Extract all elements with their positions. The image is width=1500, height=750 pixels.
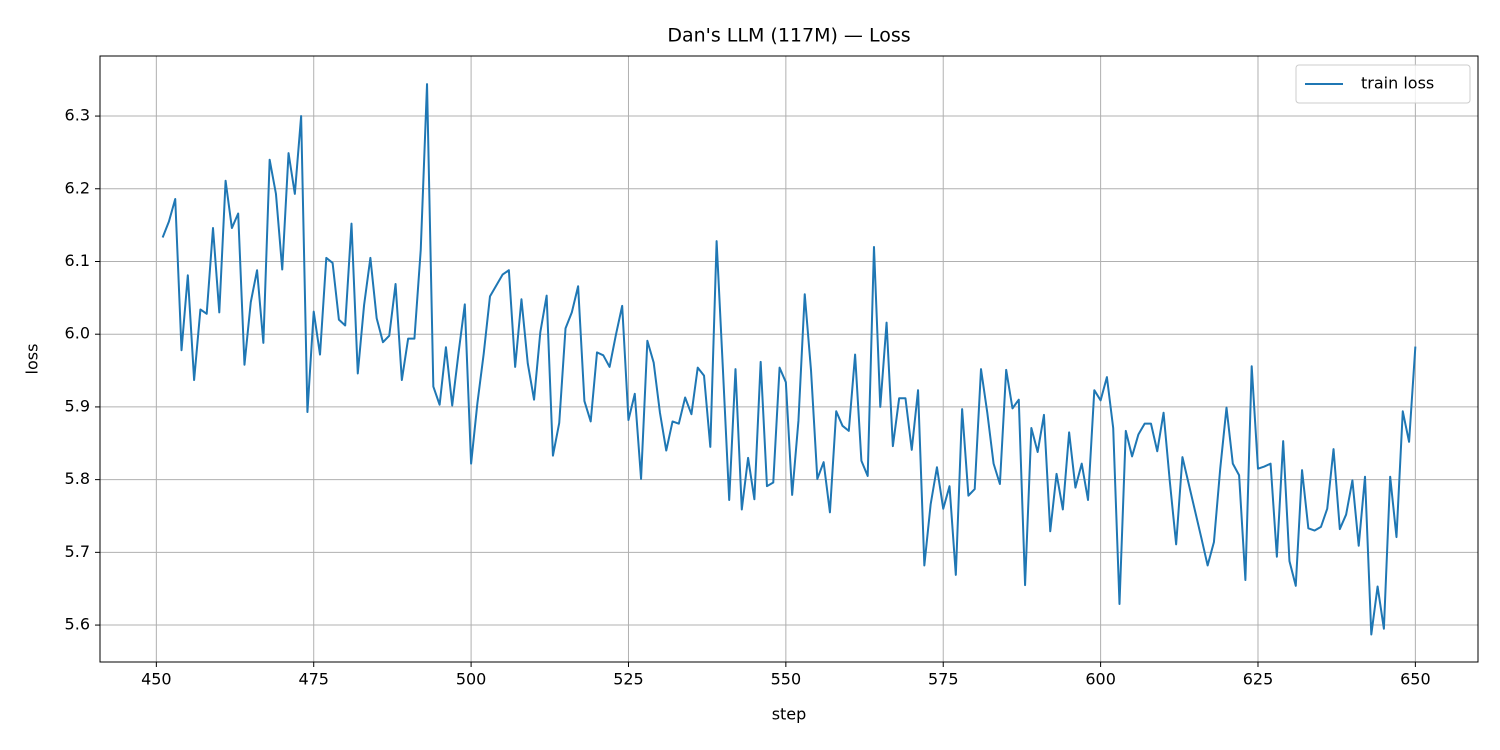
x-tick-label: 550	[771, 670, 802, 689]
y-tick-label: 6.2	[65, 178, 90, 197]
x-tick-label: 450	[141, 670, 172, 689]
y-tick-label: 5.8	[65, 469, 90, 488]
legend-box	[1295, 64, 1471, 104]
x-tick-label: 600	[1085, 670, 1116, 689]
y-tick-label: 5.7	[65, 542, 90, 561]
y-tick-label: 5.6	[65, 615, 90, 634]
legend-label: train loss	[1361, 74, 1434, 93]
y-tick-label: 6.0	[65, 324, 90, 343]
x-tick-label: 625	[1243, 670, 1274, 689]
x-tick-label: 475	[298, 670, 329, 689]
plot-frame	[99, 55, 1479, 663]
x-tick-label: 575	[928, 670, 959, 689]
series-line	[161, 83, 1417, 636]
x-axis-label: step	[772, 705, 807, 724]
y-tick-label: 6.1	[65, 251, 90, 270]
chart-title: Dan's LLM (117M) — Loss	[667, 25, 910, 47]
x-tick-label: 650	[1400, 670, 1431, 689]
y-tick-label: 6.3	[65, 106, 90, 125]
y-axis-label: loss	[23, 344, 42, 375]
x-tick-label: 500	[456, 670, 487, 689]
y-tick-label: 5.9	[65, 396, 90, 415]
x-tick-label: 525	[613, 670, 644, 689]
